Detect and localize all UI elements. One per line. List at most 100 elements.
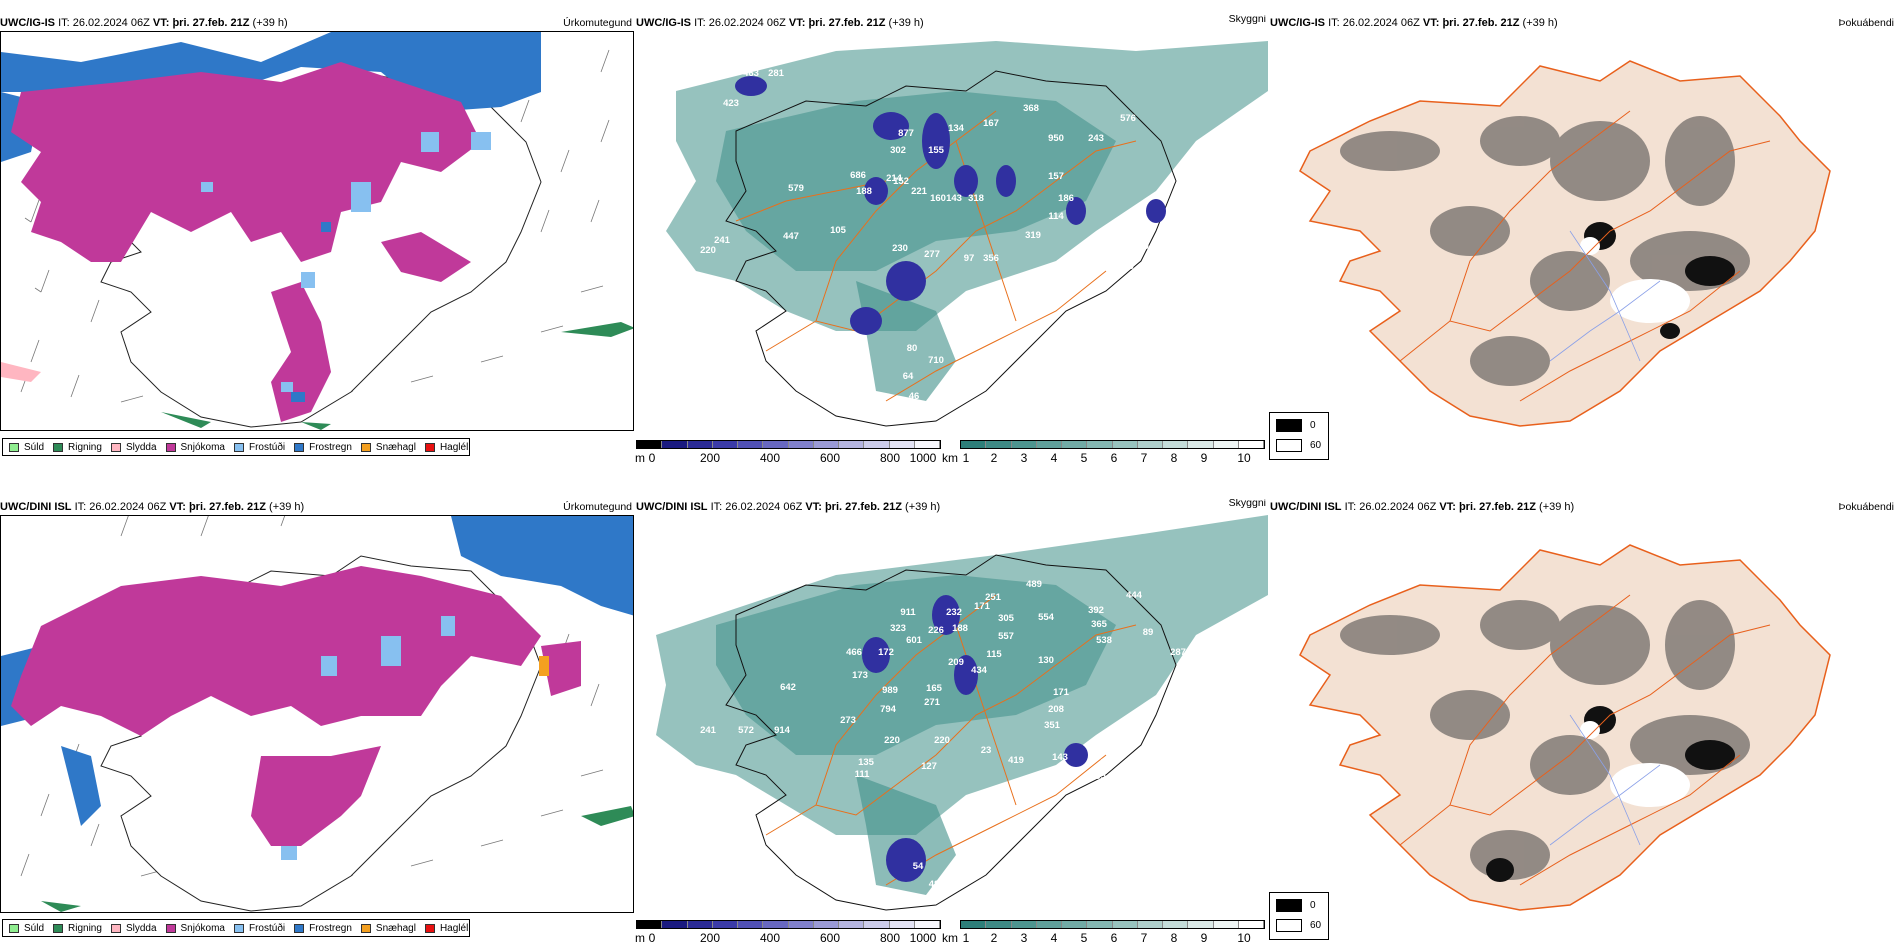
- ceiling-value-label: 576: [1120, 113, 1136, 124]
- ceiling-value-label: 554: [1038, 612, 1055, 623]
- cloud-map-svg-row1: [1299, 60, 1831, 427]
- model-name: UWC/IG-IS: [0, 17, 55, 29]
- swatch-slydda-icon: [110, 442, 121, 452]
- ceiling-value-label: 188: [952, 623, 968, 634]
- header-row1-precip: UWC/IG-IS IT: 26.02.2024 06Z VT: þri. 27…: [0, 17, 632, 29]
- snow-area: [11, 62, 481, 262]
- ceiling-value-label: 241: [714, 235, 731, 246]
- ceiling-value-label: 601: [906, 635, 923, 646]
- header-row2-vis: UWC/DINI ISL IT: 26.02.2024 06Z VT: þri.…: [636, 499, 1266, 513]
- swatch-sud-icon: [9, 442, 19, 452]
- ceiling-value-label: 243: [1088, 133, 1104, 144]
- visibility-colorbar-row2: km 1 2 3 4 5 6 7 8 9 10: [942, 920, 1265, 948]
- ceiling-colorbar-row2: m 0 200 400 600 800 1000: [635, 920, 941, 948]
- map-precip-row2: [0, 515, 634, 913]
- ceiling-value-label: 220: [884, 735, 900, 746]
- ceiling-blobs: [735, 76, 1166, 335]
- ceiling-value-label: 351: [1044, 720, 1061, 731]
- panel-title-precip: Úrkomutegund: [563, 17, 632, 29]
- ceiling-value-label: 143: [1052, 752, 1068, 763]
- ceiling-value-label: 368: [1023, 103, 1039, 114]
- ceiling-value-label: 130: [1038, 655, 1054, 666]
- header-row2-precip: UWC/DINI ISL IT: 26.02.2024 06Z VT: þri.…: [0, 501, 632, 513]
- ceiling-value-label: 23: [981, 745, 992, 756]
- header-row2-cloud: UWC/DINI ISL IT: 26.02.2024 06Z VT: þri.…: [1270, 501, 1894, 513]
- ceiling-colorbar-row1: m 0 200 400 600 800 1000: [635, 440, 941, 468]
- ceiling-value-label: 911: [900, 607, 916, 618]
- ceiling-value-label: 160: [930, 193, 946, 204]
- panel-title-visibility: Skyggni: [1228, 15, 1266, 25]
- ceiling-value-label: 323: [890, 623, 906, 634]
- cloud-map-svg-row2: [1299, 544, 1831, 911]
- ceiling-value-label: 135: [858, 757, 875, 768]
- ceiling-value-label: 64: [903, 371, 914, 382]
- ceiling-value-label: 463: [743, 68, 759, 79]
- ceiling-value-label: 305: [998, 613, 1015, 624]
- ceiling-value-label: 273: [840, 715, 856, 726]
- ceiling-value-label: 226: [928, 625, 944, 636]
- ceiling-value-label: 579: [788, 183, 804, 194]
- ceiling-value-label: 115: [986, 649, 1002, 660]
- cloud-legend-row2: 0 60: [1269, 892, 1329, 940]
- ceiling-value-label: 186: [1058, 193, 1074, 204]
- ceiling-value-label: 434: [971, 665, 988, 676]
- ceiling-value-label: 220: [934, 735, 950, 746]
- ceiling-value-label: 710: [928, 355, 944, 366]
- ceiling-value-label: 165: [926, 683, 943, 694]
- visibility-map-svg-row2: 489 251 444 911 232 171 305 554 392 323 226 188 365 5…: [656, 515, 1268, 911]
- ceiling-value-label: 251: [985, 592, 1002, 603]
- ceiling-value-label: 159: [1100, 757, 1116, 768]
- ceiling-value-label: 281: [768, 68, 785, 79]
- ceiling-value-label: 46: [909, 391, 920, 402]
- ceiling-value-label: 356: [983, 253, 999, 264]
- ceiling-value-label: 241: [700, 725, 717, 736]
- ceiling-value-label: 989: [882, 685, 898, 696]
- ceiling-value-label: 794: [880, 704, 897, 715]
- header-row1-cloud: UWC/IG-IS IT: 26.02.2024 06Z VT: þri. 27…: [1270, 17, 1894, 29]
- ceiling-value-label: 54: [913, 861, 924, 872]
- precip-legend-row2: Súld Rigning Slydda Snjókoma Frostúði Fr…: [2, 919, 470, 937]
- map-precip-row1: [0, 31, 634, 431]
- ceiling-value-label: 877: [898, 128, 914, 139]
- swatch-snaehagl-icon: [360, 442, 371, 452]
- swatch-frostregn-icon: [294, 442, 305, 452]
- swatch-frostudi-icon: [233, 442, 244, 452]
- ceiling-value-label: 172: [878, 647, 894, 658]
- ceiling-value-label: 134: [948, 123, 965, 134]
- swatch-rigning-icon: [53, 442, 64, 452]
- header-row1-vis: UWC/IG-IS IT: 26.02.2024 06Z VT: þri. 27…: [636, 15, 1268, 31]
- ceiling-value-label: 111: [855, 769, 871, 780]
- ceiling-value-label: 167: [983, 118, 999, 129]
- ceiling-value-label: 220: [700, 245, 716, 256]
- ceiling-value-label: 127: [921, 761, 937, 772]
- ceiling-value-label: 271: [924, 697, 941, 708]
- ceiling-value-label: 221: [911, 186, 928, 197]
- ceiling-value-label: 42: [933, 389, 944, 400]
- ceiling-value-label: 489: [1026, 579, 1042, 590]
- ceiling-value-label: 105: [830, 225, 847, 236]
- precip-legend-row1: Súld Rigning Slydda Snjókoma Frostúði Fr…: [2, 438, 470, 456]
- ceiling-value-label: 287: [1170, 647, 1186, 658]
- ceiling-value-label: 302: [890, 145, 906, 156]
- ceiling-value-label: 318: [968, 193, 984, 204]
- ceiling-value-label: 423: [723, 98, 739, 109]
- ceiling-value-label: 466: [846, 647, 862, 658]
- ceiling-value-label: 230: [892, 243, 908, 254]
- ceiling-value-label: 188: [856, 186, 872, 197]
- ceiling-value-label: 392: [1088, 605, 1104, 616]
- ceiling-value-label: 152: [893, 176, 909, 187]
- ceiling-value-label: 642: [780, 682, 796, 693]
- ceiling-value-label: 214: [886, 173, 903, 184]
- ceiling-value-label: 97: [964, 253, 975, 264]
- ceiling-value-label: 232: [946, 607, 962, 618]
- ceiling-value-label: 208: [1048, 704, 1064, 715]
- ceiling-value-label: 557: [998, 631, 1014, 642]
- ceiling-value-label: 155: [928, 145, 945, 156]
- cloud-legend-row1: 0 60: [1269, 412, 1329, 460]
- ceiling-value-label: 572: [738, 725, 754, 736]
- ceiling-value-label: 686: [850, 170, 866, 181]
- panel-title-cloud: Þokuábendi: [1838, 17, 1894, 29]
- ceiling-value-label: 114: [1048, 211, 1064, 222]
- ceiling-value-label: 444: [1126, 590, 1143, 601]
